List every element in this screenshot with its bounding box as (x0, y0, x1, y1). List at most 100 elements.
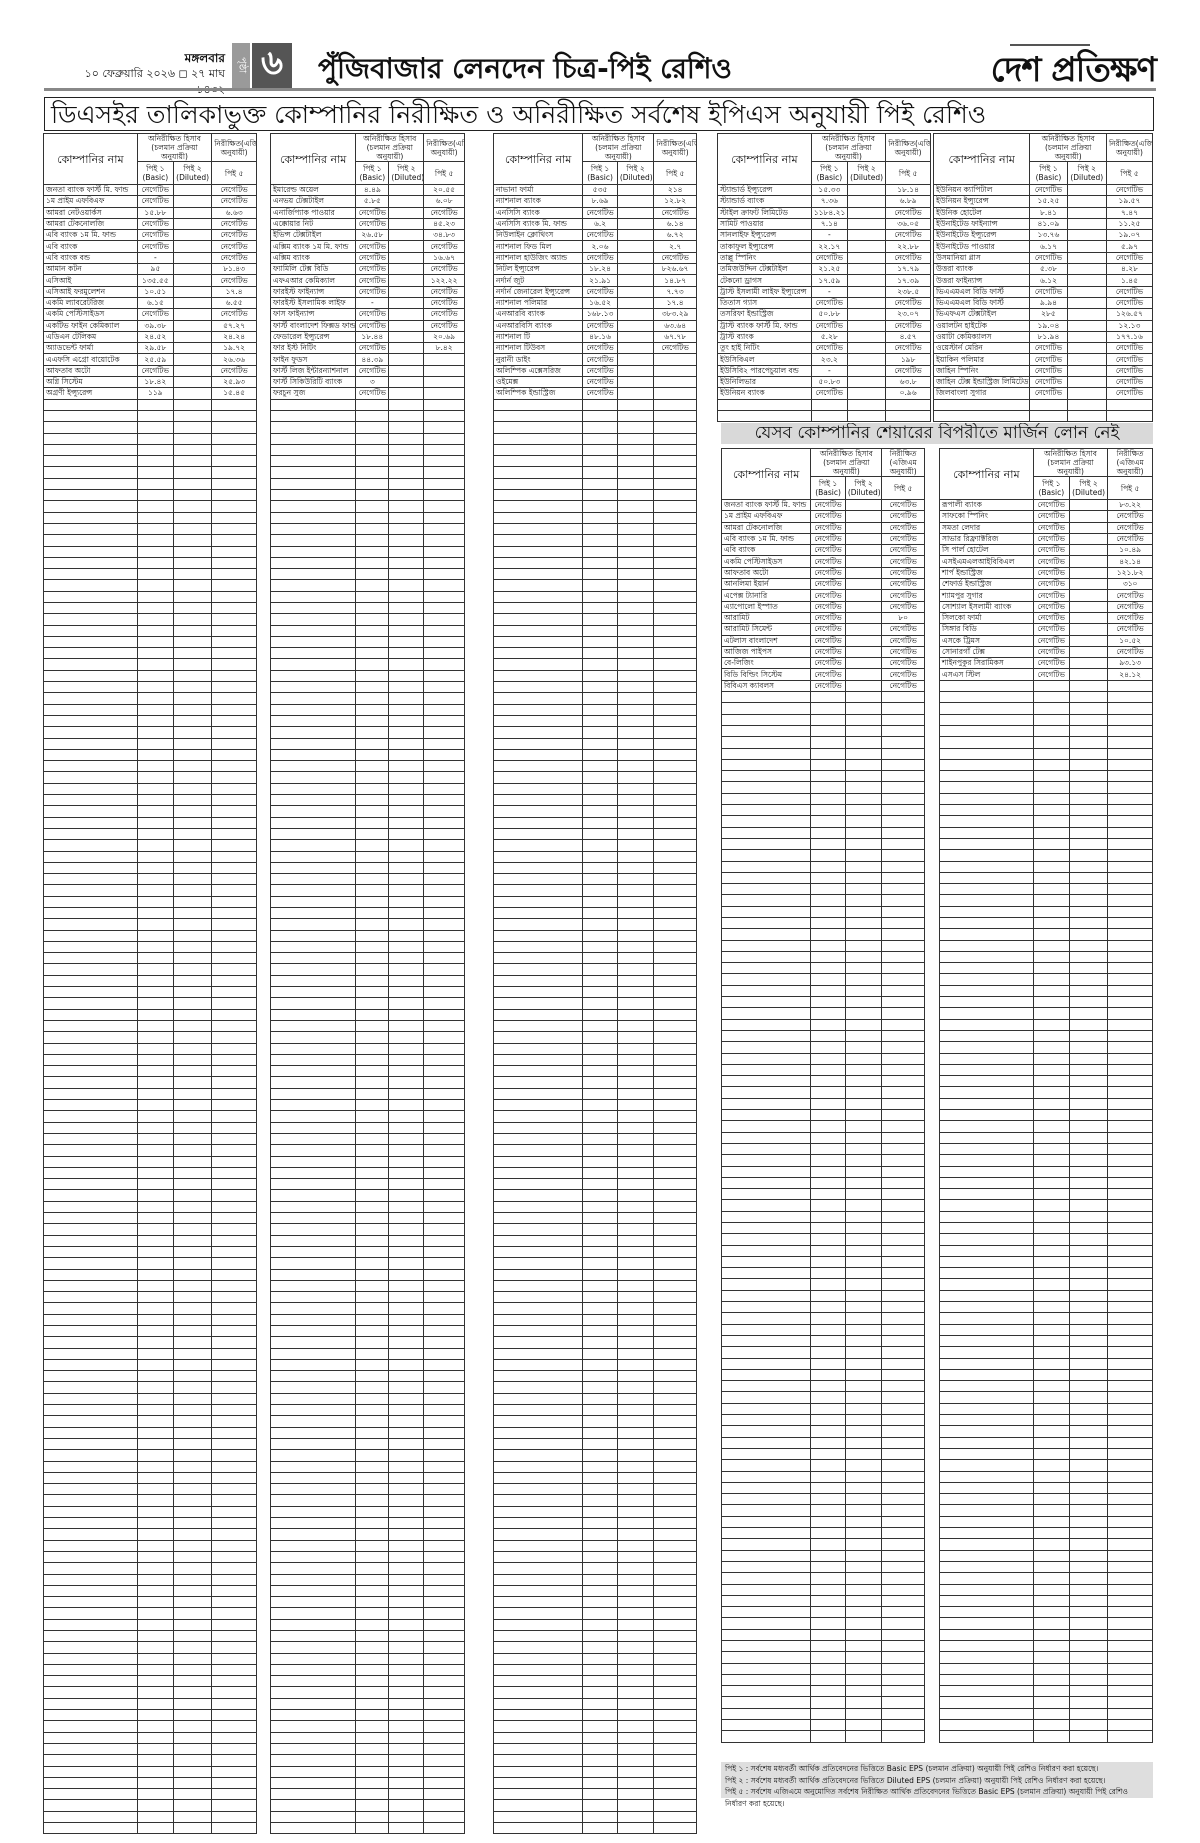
pe2-value (844, 1470, 883, 1483)
company-name (492, 861, 584, 875)
table-row (43, 940, 257, 954)
pe2-value (616, 432, 655, 445)
table-row (492, 1370, 697, 1383)
company-name (269, 1132, 357, 1146)
company-name (720, 950, 812, 964)
pe1-value: নেগেটিভ (810, 387, 848, 400)
table-row (492, 1234, 697, 1247)
pe2-value (388, 658, 425, 671)
table-row (269, 1268, 465, 1281)
pe5-value: নেগেটিভ (885, 364, 931, 378)
table-row (492, 816, 697, 829)
company-name (939, 1097, 1034, 1111)
table-row (939, 1188, 1153, 1201)
pe1-value (355, 1313, 390, 1326)
company-name (43, 714, 138, 728)
pe1-value (810, 409, 848, 423)
pe5-value (1105, 409, 1154, 423)
pe2-value (844, 623, 883, 636)
pe2-value (172, 1686, 213, 1699)
pe2-value (844, 544, 883, 557)
pe2-value (616, 1336, 655, 1349)
pe1-value (355, 1709, 390, 1722)
pe5-value: ১৭.৭৯ (885, 263, 931, 276)
pe1-value (1032, 702, 1070, 715)
table-row (492, 861, 697, 875)
company-name (43, 1731, 138, 1744)
pe1-value (582, 895, 618, 909)
table-row (492, 1019, 697, 1033)
table-row (939, 871, 1153, 885)
pe1-value: নেগেটিভ (355, 206, 390, 219)
pe1-value (136, 1347, 174, 1360)
pe5-value (211, 1573, 257, 1586)
pe1-value (355, 1731, 390, 1744)
pe1-value: ৬.২ (582, 217, 618, 231)
pe1-value (582, 1291, 618, 1304)
table-row (939, 1041, 1153, 1054)
pe2-value (388, 1618, 425, 1632)
pe1-value (1032, 871, 1070, 885)
pe1-value (810, 860, 846, 873)
table-row: আফতাব অটো নেগেটিভ নেগেটিভ (43, 364, 257, 378)
pe2-value (172, 782, 213, 796)
pe1-value (810, 1447, 846, 1461)
company-name (43, 443, 138, 457)
pe1-value (355, 748, 390, 762)
pe2-value (844, 1391, 883, 1404)
table-row (939, 984, 1153, 998)
pe1-value: নেগেটিভ (1032, 578, 1070, 591)
pe2-value (172, 489, 213, 502)
pe1-value (136, 398, 174, 411)
table-row (492, 1291, 697, 1304)
table-row (720, 1402, 925, 1416)
pe5-value (881, 1696, 925, 1709)
pe5-value (423, 737, 465, 750)
pe1-value (136, 997, 174, 1010)
pe1-value (582, 579, 618, 592)
pe2-value (172, 861, 213, 875)
pe5-value (423, 714, 465, 728)
pe5-value (881, 1651, 925, 1664)
pe2-value (1066, 274, 1107, 287)
pe1-value (1032, 1063, 1070, 1077)
pe1-value: নেগেটিভ (582, 206, 618, 219)
pe2-value (616, 1076, 655, 1089)
pe2-value (844, 860, 883, 873)
table-row: ফার্স্ট বাংলাদেশ ফিক্সড ফান্ড নেগেটিভ নেগে… (269, 319, 465, 332)
pe2-value (1068, 544, 1109, 557)
table-row (939, 1470, 1153, 1483)
table-row: শ্যামপুর সুগার নেগেটিভ নেগেটিভ (939, 589, 1153, 602)
pe2-value (846, 376, 887, 389)
pe2-value (172, 545, 213, 558)
company-name (492, 500, 584, 513)
pe1-value (136, 918, 174, 931)
pe5-value (1107, 1481, 1153, 1495)
company-name (269, 1358, 357, 1372)
pe5-value (653, 827, 697, 841)
pe5-value (1107, 1470, 1153, 1483)
company-name (939, 1515, 1034, 1529)
pe5-value (653, 681, 697, 694)
company-name (269, 1008, 357, 1021)
company-name (269, 466, 357, 479)
pe5-value (211, 500, 257, 513)
pe1-value (355, 1799, 390, 1812)
company-name (43, 1584, 138, 1598)
table-row (720, 1493, 925, 1506)
pe1-value (355, 421, 390, 434)
company-name (269, 940, 357, 954)
pe1-value (1032, 1414, 1070, 1427)
pe1-value (810, 1109, 846, 1122)
company-name (720, 747, 812, 760)
pe1-value (355, 1573, 390, 1586)
table-row: ইউনাইটেড ফাইন্যান্স ৪১.০৯ ১১.২৫ (932, 217, 1154, 231)
pe1-value (136, 1144, 174, 1157)
pe1-value (136, 1765, 174, 1778)
pe2-value (1068, 1267, 1109, 1280)
table-row (269, 884, 465, 897)
table-row (720, 815, 925, 828)
pe2-value (172, 330, 213, 344)
pe1-value (1032, 1154, 1070, 1167)
table-row (269, 952, 465, 965)
